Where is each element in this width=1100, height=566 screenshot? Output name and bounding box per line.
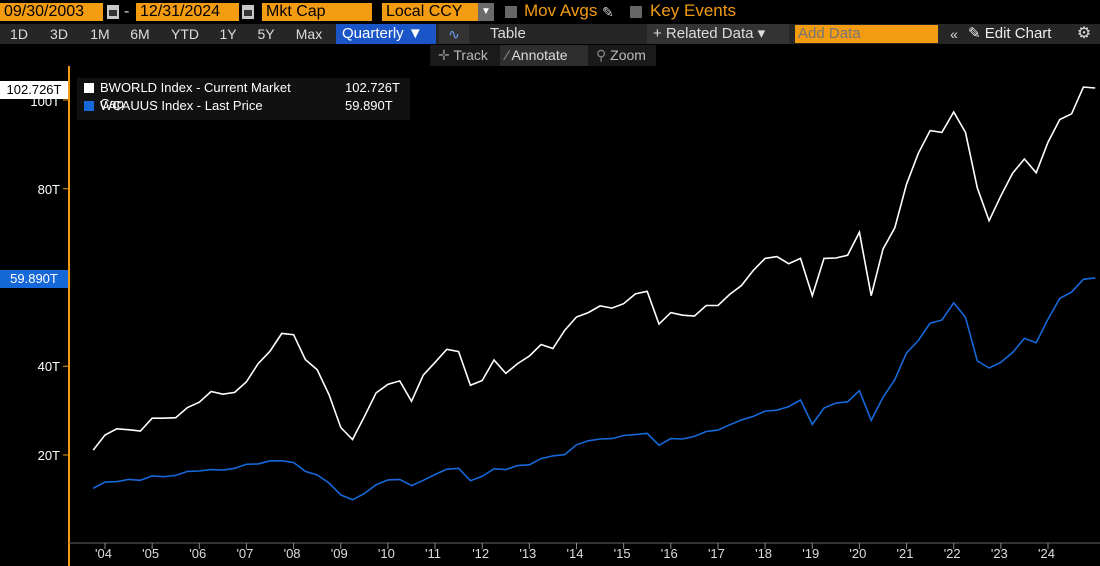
legend-swatch [84,101,94,111]
x-tick-label: '13 [519,546,537,561]
table-button[interactable]: Table [490,25,526,42]
mov-avgs-label[interactable]: Mov Avgs [524,1,598,20]
mov-avgs-checkbox[interactable] [505,6,517,18]
zoom-tool[interactable]: ⚲ Zoom [592,45,654,66]
line-chart-icon[interactable]: ∿ [439,24,469,44]
x-tick-label: '19 [802,546,820,561]
series-line-bworld [92,86,1096,451]
x-tick-label: '08 [283,546,301,561]
chart-legend [77,78,410,120]
zoom-label: Zoom [610,47,646,63]
periodicity-dropdown[interactable]: Quarterly ▼ [336,24,436,44]
calendar-icon[interactable] [107,5,119,19]
x-tick-label: '09 [330,546,348,561]
x-tick-label: '11 [425,546,442,561]
range-1m[interactable]: 1M [90,26,110,42]
range-3d[interactable]: 3D [50,26,68,42]
annotate-tool[interactable]: ∕ Annotate [500,45,588,66]
y-tick-label: 80T [37,182,60,197]
y-tick-label: 20T [37,448,60,463]
range-max[interactable]: Max [295,26,323,42]
range-6m[interactable]: 6M [130,26,150,42]
x-tick-label: '14 [566,546,584,561]
zoom-icon: ⚲ [596,47,607,63]
range-1d[interactable]: 1D [10,26,28,42]
collapse-icon[interactable]: « [950,26,958,42]
last-value-badge-wcauus: 59.890T [0,270,68,288]
x-tick-label: '15 [613,546,631,561]
related-data-button[interactable]: + Related Data ▾ [647,24,789,44]
calendar-icon[interactable] [242,5,254,19]
chevron-down-icon[interactable]: ▼ [478,3,494,21]
x-tick-label: '22 [943,546,961,561]
range-1y[interactable]: 1Y [219,26,237,42]
add-data-input[interactable] [795,25,938,43]
field-selector[interactable]: Mkt Cap [262,3,372,21]
pencil-icon: ✎ [968,25,981,42]
x-tick-label: '21 [896,546,914,561]
x-tick-label: '18 [755,546,773,561]
x-tick-label: '04 [95,546,112,561]
currency-selector[interactable]: Local CCY [382,3,478,21]
x-tick-label: '17 [707,546,725,561]
crosshair-icon: ✛ [438,47,450,63]
key-events-checkbox[interactable] [630,6,642,18]
legend-series-name: WCAUUS Index - Last Price [100,98,263,113]
legend-series-value: 102.726T [345,80,400,95]
x-tick-label: '23 [990,546,1008,561]
series-line-wcauus [92,277,1096,501]
x-tick-label: '12 [472,546,490,561]
annotate-label: Annotate [511,47,568,63]
date-separator: - [124,3,130,20]
key-events-label[interactable]: Key Events [650,1,736,20]
track-tool[interactable]: ✛ Track [434,45,496,66]
x-tick-label: '20 [849,546,867,561]
legend-swatch [84,83,94,93]
gear-icon[interactable]: ⚙ [1076,25,1092,42]
track-label: Track [453,47,488,63]
x-tick-label: '06 [189,546,207,561]
end-date-field[interactable]: 12/31/2024 [136,3,239,21]
start-date-field[interactable]: 09/30/2003 [0,3,103,21]
edit-chart-label: Edit Chart [984,25,1052,42]
y-tick-label: 40T [37,359,60,374]
range-ytd[interactable]: YTD [171,26,199,42]
range-5y[interactable]: 5Y [257,26,275,42]
x-tick-label: '07 [236,546,254,561]
x-tick-label: '16 [660,546,678,561]
x-tick-label: '10 [377,546,395,561]
x-tick-label: '05 [142,546,160,561]
x-tick-label: '24 [1038,546,1055,561]
edit-chart-button[interactable]: ✎ Edit Chart [968,24,1068,44]
legend-series-name: BWORLD Index - Current Market Cap [100,80,291,111]
last-value-badge-bworld: 102.726T [0,81,68,99]
annotate-icon: ∕ [506,47,509,63]
legend-series-value: 59.890T [345,98,393,113]
pencil-icon[interactable]: ✎ [602,4,614,20]
